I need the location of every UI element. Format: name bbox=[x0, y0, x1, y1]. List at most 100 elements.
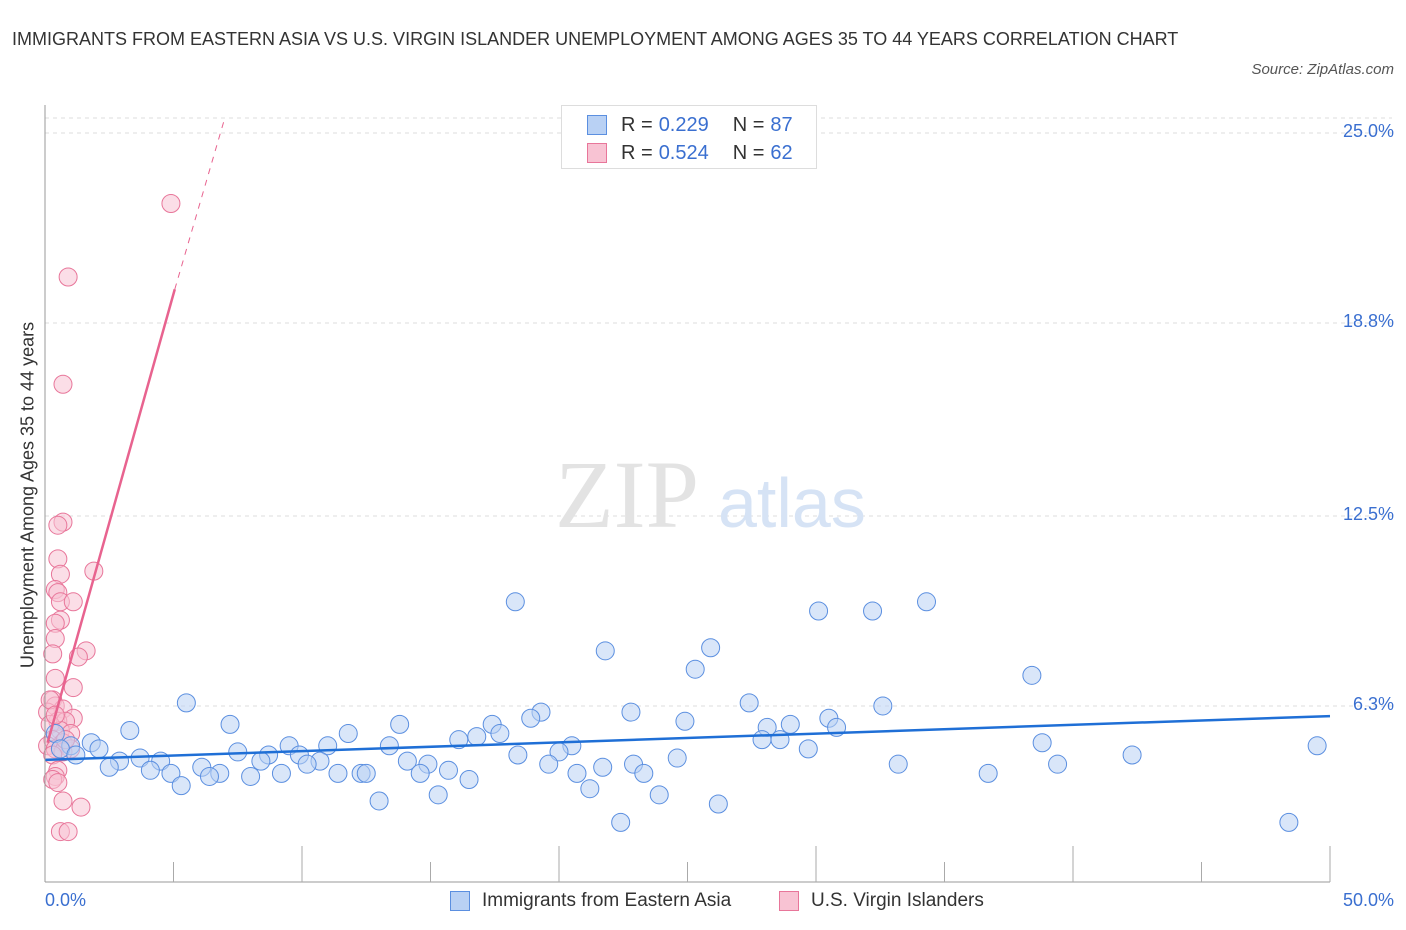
eastern-asia-point bbox=[701, 638, 721, 658]
watermark-zip: ZIP bbox=[555, 441, 699, 548]
legend-item-eastern-asia[interactable]: Immigrants from Eastern Asia bbox=[450, 890, 731, 912]
eastern-asia-point bbox=[798, 739, 818, 759]
source-text: Source: ZipAtlas.com bbox=[1251, 61, 1394, 78]
eastern-asia-point bbox=[863, 601, 883, 621]
eastern-asia-point bbox=[397, 751, 417, 771]
n-label: N = bbox=[732, 141, 765, 164]
eastern-asia-point bbox=[410, 763, 430, 783]
eastern-asia-point bbox=[521, 708, 541, 728]
eastern-asia-point bbox=[328, 763, 348, 783]
legend-label: U.S. Virgin Islanders bbox=[811, 890, 984, 911]
eastern-asia-point bbox=[873, 696, 893, 716]
virgin-islanders-point bbox=[43, 644, 63, 664]
eastern-asia-point bbox=[752, 730, 772, 750]
eastern-asia-point bbox=[634, 763, 654, 783]
n-value: 62 bbox=[770, 141, 793, 164]
stats-row-pink: R = 0.524 N = 62 bbox=[587, 139, 793, 167]
eastern-asia-point bbox=[917, 592, 937, 612]
legend-item-virgin-islanders[interactable]: U.S. Virgin Islanders bbox=[779, 890, 984, 912]
eastern-asia-point bbox=[508, 745, 528, 765]
y-tick-label: 12.5% bbox=[1342, 504, 1394, 524]
chart-title: IMMIGRANTS FROM EASTERN ASIA VS U.S. VIR… bbox=[12, 29, 1179, 49]
eastern-asia-point bbox=[271, 763, 291, 783]
eastern-asia-point bbox=[675, 711, 695, 731]
r-value: 0.524 bbox=[658, 141, 709, 164]
eastern-asia-point bbox=[428, 785, 448, 805]
y-tick-label: 18.8% bbox=[1342, 310, 1394, 331]
eastern-asia-point bbox=[297, 754, 317, 774]
virgin-islanders-point bbox=[58, 822, 78, 842]
virgin-islanders-point bbox=[53, 374, 73, 394]
eastern-asia-point bbox=[99, 757, 119, 777]
eastern-asia-point bbox=[1048, 754, 1068, 774]
r-label: R = bbox=[621, 141, 653, 164]
eastern-asia-point bbox=[459, 770, 479, 790]
eastern-asia-point bbox=[241, 766, 261, 786]
eastern-asia-point bbox=[356, 763, 376, 783]
eastern-asia-point bbox=[708, 794, 728, 814]
virgin-islanders-trendline-extension bbox=[174, 117, 226, 290]
virgin-islanders-point bbox=[63, 592, 83, 612]
x-tick-label-min: 0.0% bbox=[45, 890, 87, 910]
eastern-asia-point bbox=[120, 720, 140, 740]
eastern-asia-point bbox=[595, 641, 615, 661]
eastern-asia-point bbox=[251, 751, 271, 771]
virgin-islanders-point bbox=[53, 791, 73, 811]
virgin-islanders-point bbox=[58, 267, 78, 287]
eastern-asia-point bbox=[1307, 736, 1327, 756]
virgin-islanders-trendline bbox=[46, 288, 176, 744]
eastern-asia-point bbox=[649, 785, 669, 805]
eastern-asia-point bbox=[66, 745, 86, 765]
eastern-asia-point bbox=[390, 714, 410, 734]
eastern-asia-point bbox=[539, 754, 559, 774]
eastern-asia-point bbox=[1122, 745, 1142, 765]
eastern-asia-point bbox=[780, 714, 800, 734]
x-tick-label-max: 50.0% bbox=[1342, 890, 1394, 910]
virgin-islanders-point bbox=[48, 773, 68, 793]
y-axis-label: Unemployment Among Ages 35 to 44 years bbox=[17, 321, 38, 669]
eastern-asia-point bbox=[593, 757, 613, 777]
eastern-asia-point bbox=[888, 754, 908, 774]
eastern-asia-point bbox=[379, 736, 399, 756]
eastern-asia-point bbox=[140, 760, 160, 780]
virgin-islanders-point bbox=[48, 515, 68, 535]
eastern-asia-point bbox=[369, 791, 389, 811]
blue-swatch bbox=[587, 115, 607, 135]
eastern-asia-point bbox=[685, 659, 705, 679]
eastern-asia-point bbox=[490, 724, 510, 744]
eastern-asia-point bbox=[338, 724, 358, 744]
eastern-asia-point bbox=[438, 760, 458, 780]
eastern-asia-point bbox=[809, 601, 829, 621]
pink-swatch bbox=[779, 891, 799, 911]
eastern-asia-point bbox=[1032, 733, 1052, 753]
eastern-asia-point bbox=[505, 592, 525, 612]
eastern-asia-point bbox=[611, 812, 631, 832]
eastern-asia-point bbox=[580, 779, 600, 799]
blue-swatch bbox=[450, 891, 470, 911]
stats-row-blue: R = 0.229 N = 87 bbox=[587, 111, 793, 139]
eastern-asia-point bbox=[176, 693, 196, 713]
n-value: 87 bbox=[770, 113, 793, 136]
eastern-asia-point bbox=[667, 748, 687, 768]
stats-legend: R = 0.229 N = 87 R = 0.524 N = 62 bbox=[561, 105, 817, 169]
virgin-islanders-point bbox=[161, 193, 181, 213]
legend-label: Immigrants from Eastern Asia bbox=[482, 890, 732, 911]
watermark-atlas: atlas bbox=[718, 464, 866, 542]
virgin-islanders-point bbox=[45, 668, 65, 688]
eastern-asia-point bbox=[199, 766, 219, 786]
virgin-islanders-point bbox=[63, 678, 83, 698]
eastern-asia-point bbox=[567, 763, 587, 783]
eastern-asia-point bbox=[449, 730, 469, 750]
eastern-asia-point bbox=[161, 763, 181, 783]
r-value: 0.229 bbox=[658, 113, 709, 136]
eastern-asia-point bbox=[467, 727, 487, 747]
y-tick-label: 6.3% bbox=[1352, 693, 1394, 714]
r-label: R = bbox=[621, 113, 653, 136]
eastern-asia-point bbox=[739, 693, 759, 713]
eastern-asia-point bbox=[1279, 812, 1299, 832]
y-tick-label: 25.0% bbox=[1342, 121, 1394, 141]
n-label: N = bbox=[732, 113, 765, 136]
eastern-asia-point bbox=[621, 702, 641, 722]
